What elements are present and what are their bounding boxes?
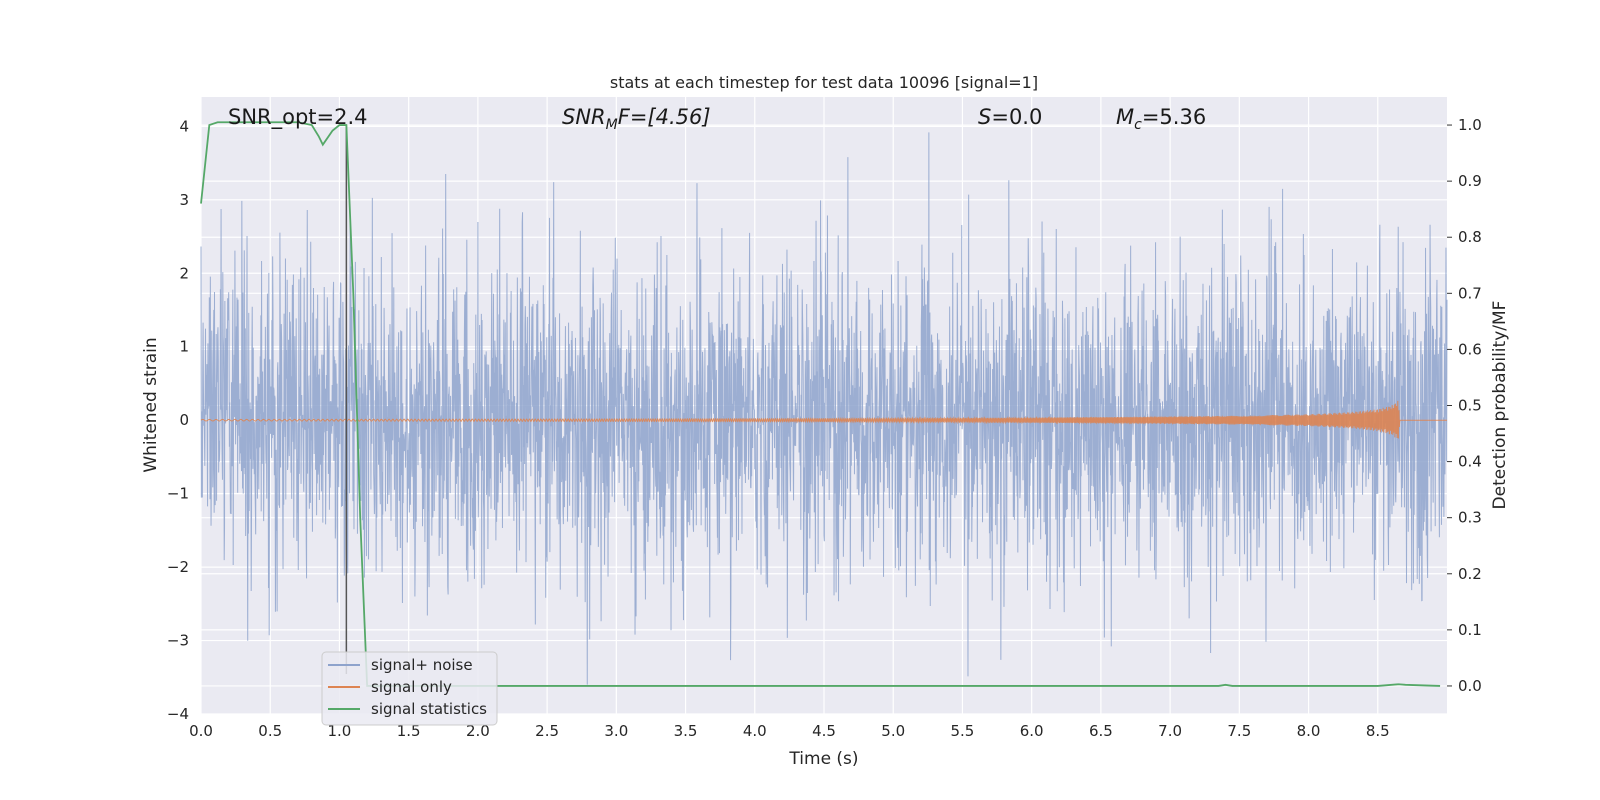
series-signal-statistics-line <box>200 121 1441 687</box>
series-signal-only-line <box>200 400 1447 439</box>
left-y-tick-label: 2 <box>179 264 189 282</box>
right-y-tick-label: 0.5 <box>1458 397 1482 415</box>
x-tick-label: 3.0 <box>604 722 628 740</box>
left-y-axis-label: Whitened strain <box>141 337 161 472</box>
x-tick-label: 2.0 <box>466 722 490 740</box>
annotation-mc-sub: c <box>1134 117 1142 133</box>
x-tick-label: 4.0 <box>743 722 767 740</box>
right-y-axis-ticks: 0.0 0.1 0.2 0.3 0.4 0.5 0.6 0.7 0.8 0.9 1.0 <box>1447 116 1482 695</box>
left-y-tick-label: 0 <box>179 411 189 429</box>
right-y-tick-label: 0.1 <box>1458 621 1482 639</box>
x-tick-label: 6.5 <box>1089 722 1113 740</box>
x-tick-label: 5.5 <box>951 722 975 740</box>
x-axis-ticks: 0.0 0.5 1.0 1.5 2.0 2.5 3.0 3.5 4.0 4.5 5.0 5.5 6.0 6… <box>189 722 1390 740</box>
x-tick-label: 3.5 <box>674 722 698 740</box>
left-y-tick-label: −3 <box>167 632 189 650</box>
legend-label-signal-statistics: signal statistics <box>371 700 487 718</box>
left-y-tick-label: 1 <box>179 338 189 356</box>
left-y-tick-label: 3 <box>179 191 189 209</box>
x-tick-label: 1.5 <box>397 722 421 740</box>
annotation-mc-base: M <box>1116 105 1134 129</box>
right-y-tick-label: 0.7 <box>1458 284 1482 302</box>
annotation-snr-mf-base: SNR <box>562 105 606 129</box>
right-y-axis-label: Detection probability/MF <box>1490 301 1510 510</box>
x-tick-label: 8.5 <box>1366 722 1390 740</box>
right-y-tick-label: 0.6 <box>1458 340 1482 358</box>
x-tick-label: 6.0 <box>1020 722 1044 740</box>
legend: signal+ noise signal only signal statist… <box>321 651 498 726</box>
x-tick-label: 7.5 <box>1227 722 1251 740</box>
right-y-tick-label: 1.0 <box>1458 116 1482 134</box>
right-y-tick-label: 0.4 <box>1458 453 1482 471</box>
left-y-tick-label: −2 <box>167 558 189 576</box>
left-y-axis-ticks: −4 −3 −2 −1 0 1 2 3 4 <box>167 117 189 723</box>
annotation-mc-val: =5.36 <box>1142 105 1206 129</box>
left-y-tick-label: −1 <box>167 485 189 503</box>
annotation-snr-mf: SNRMF=[4.56] <box>562 105 711 133</box>
right-y-tick-label: 0.9 <box>1458 172 1482 190</box>
right-y-tick-label: 0.3 <box>1458 509 1482 527</box>
left-y-tick-label: −4 <box>167 705 189 723</box>
chart-title: stats at each timestep for test data 100… <box>610 73 1038 92</box>
legend-label-signal-only: signal only <box>371 678 452 696</box>
x-tick-label: 0.5 <box>258 722 282 740</box>
left-y-tick-label: 4 <box>179 117 189 135</box>
right-y-tick-label: 0.2 <box>1458 565 1482 583</box>
annotation-s: S=0.0 <box>978 105 1042 129</box>
annotation-s-val: =0.0 <box>991 105 1042 129</box>
x-tick-label: 7.0 <box>1158 722 1182 740</box>
right-y-tick-label: 0.8 <box>1458 228 1482 246</box>
x-tick-label: 1.0 <box>328 722 352 740</box>
annotation-s-var: S <box>978 105 991 129</box>
x-tick-label: 0.0 <box>189 722 213 740</box>
x-tick-label: 5.0 <box>881 722 905 740</box>
legend-box <box>321 651 498 726</box>
x-tick-label: 2.5 <box>535 722 559 740</box>
legend-label-signal-noise: signal+ noise <box>371 656 473 674</box>
x-axis-label: Time (s) <box>788 749 858 769</box>
annotation-snr-mf-sub: M <box>606 117 618 133</box>
x-tick-label: 4.5 <box>812 722 836 740</box>
right-y-tick-label: 0.0 <box>1458 677 1482 695</box>
annotation-snr-opt: SNR_opt=2.4 <box>228 105 368 130</box>
x-tick-label: 8.0 <box>1297 722 1321 740</box>
annotation-mc: Mc=5.36 <box>1116 105 1206 133</box>
annotation-snr-mf-rest: F=[4.56] <box>618 105 711 129</box>
